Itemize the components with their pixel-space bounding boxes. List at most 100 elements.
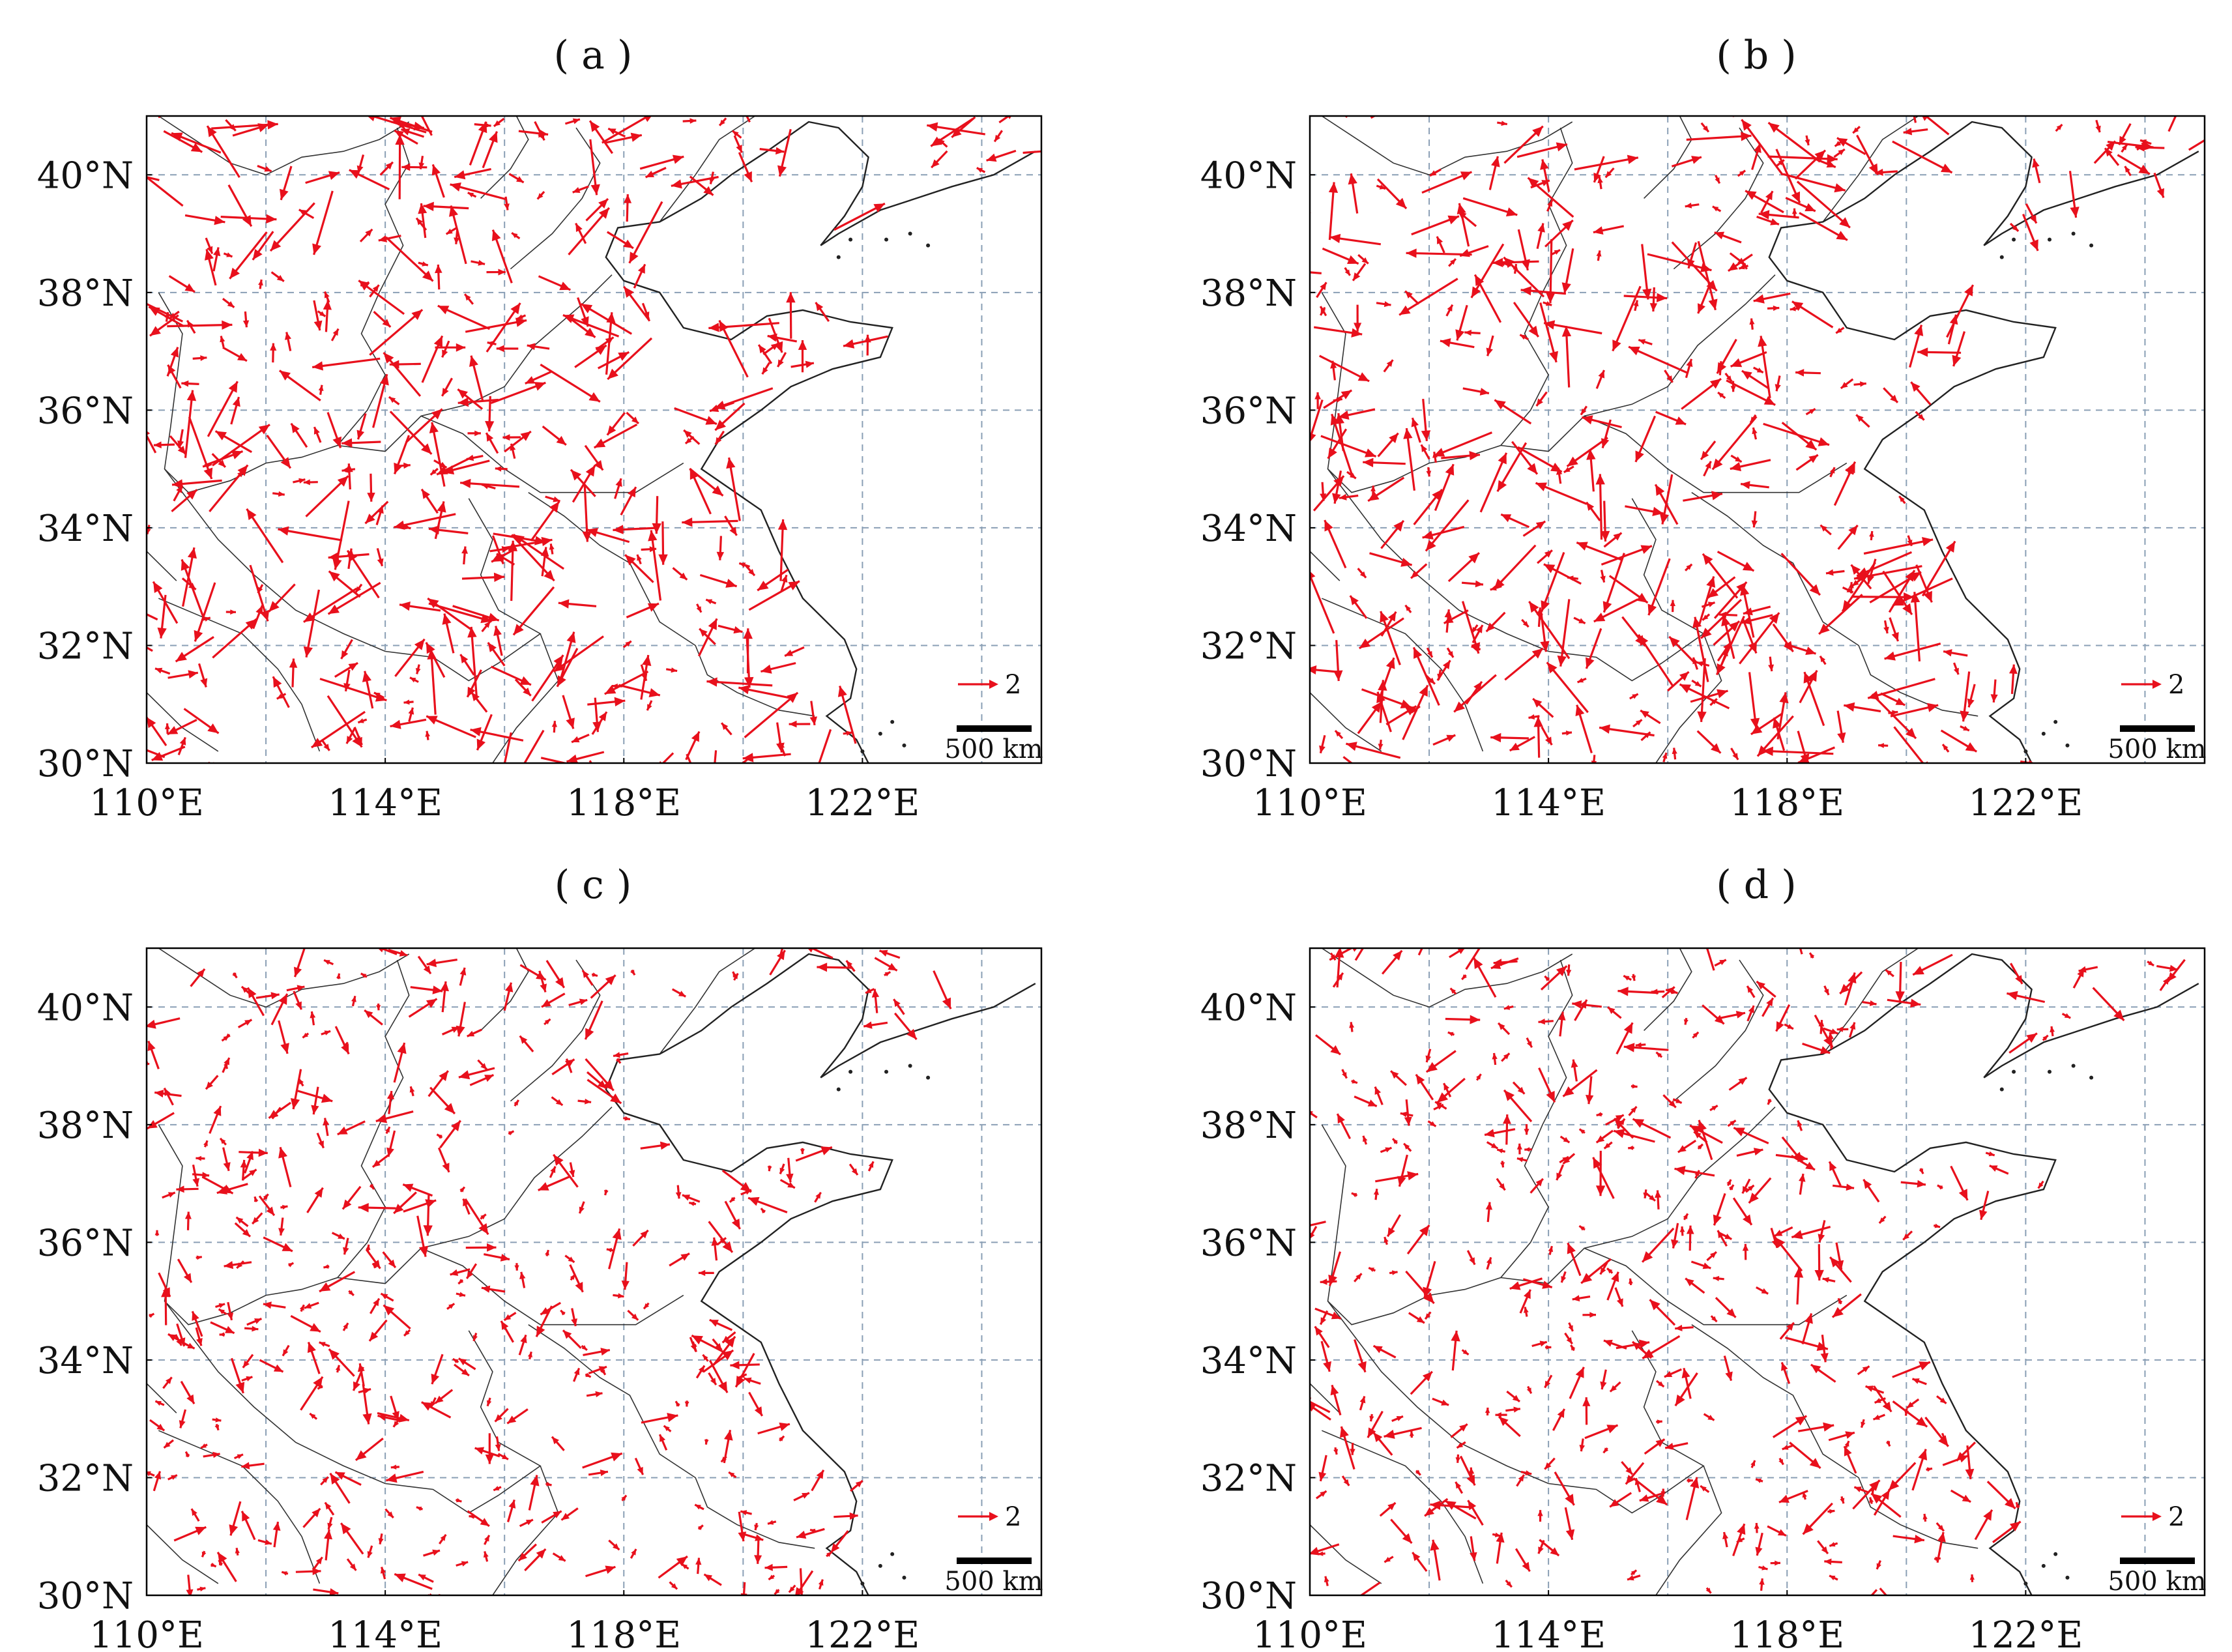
vector-head <box>307 1342 316 1354</box>
vector-head <box>410 677 416 683</box>
vector-head <box>1579 1129 1586 1134</box>
vector-head <box>310 1413 316 1419</box>
vector-head <box>767 333 777 342</box>
vector-head <box>342 1199 352 1210</box>
vector-head <box>1442 660 1451 669</box>
vector-head <box>605 1565 616 1574</box>
vector-head <box>137 609 146 616</box>
vector-head <box>1455 1457 1460 1463</box>
vector-head <box>1600 575 1606 583</box>
vector-head <box>1793 1267 1804 1278</box>
vector-head <box>631 416 639 424</box>
velocity-vector <box>470 626 478 697</box>
vector-head <box>550 1166 556 1174</box>
vector-head <box>422 261 428 267</box>
vector-head <box>1762 746 1773 756</box>
vector-head <box>738 685 750 695</box>
velocity-vector <box>1647 253 1712 272</box>
vector-head <box>697 1525 703 1531</box>
vector-head <box>729 527 737 536</box>
vector-head <box>1905 727 1917 739</box>
vector-head <box>523 688 531 696</box>
vector-head <box>1320 1491 1327 1497</box>
vector-head <box>2181 85 2190 97</box>
vector-head <box>1903 128 1913 136</box>
vector-head <box>1581 1273 1593 1284</box>
vector-head <box>154 1471 162 1480</box>
vector-head <box>1795 369 1804 377</box>
vector-head <box>606 1247 613 1253</box>
vector-head <box>270 343 277 351</box>
velocity-vector <box>1549 239 1553 304</box>
vector-head <box>1524 1129 1529 1135</box>
vector-head <box>1840 983 1850 994</box>
vector-head <box>1664 1370 1673 1377</box>
vector-head <box>1556 1172 1563 1180</box>
vector-head <box>1537 223 1545 233</box>
vector-head <box>1425 540 1436 551</box>
island <box>878 731 882 736</box>
vector-head <box>1873 1414 1880 1420</box>
vector-head <box>1400 1111 1407 1118</box>
velocity-vector <box>1767 155 1838 160</box>
vector-head <box>1462 1349 1469 1355</box>
vector-head <box>487 1400 492 1406</box>
vector-head <box>263 1301 272 1309</box>
vector-head <box>403 1183 414 1192</box>
vector-head <box>585 465 596 477</box>
vector-head <box>379 374 389 386</box>
vector-head <box>1822 1277 1829 1283</box>
vector-head <box>170 347 179 358</box>
velocity-vector <box>718 319 749 378</box>
vector-head <box>303 646 313 658</box>
coastline <box>1768 121 2199 763</box>
vector-head <box>733 626 743 634</box>
vector-head <box>1423 1292 1434 1304</box>
vector-head <box>563 1330 572 1339</box>
vector-head <box>435 1395 444 1404</box>
velocity-vector <box>746 116 751 123</box>
vector-head <box>2042 1035 2048 1041</box>
vector-head <box>487 613 499 622</box>
vector-head <box>1788 910 1797 921</box>
panel-title-b: ( b ) <box>1716 33 1796 78</box>
vector-head <box>1758 210 1770 220</box>
vector-head <box>200 355 207 361</box>
vector-head <box>328 571 340 582</box>
vector-head <box>1503 1005 1511 1010</box>
vector-head <box>1533 699 1543 708</box>
vector-head <box>1708 298 1718 310</box>
vector-head <box>2064 1013 2071 1019</box>
vector-head <box>1808 409 1816 414</box>
vector-head <box>425 731 430 737</box>
vector-head <box>798 340 807 350</box>
key-arrow-head <box>989 1512 998 1521</box>
vector-head <box>322 1477 328 1483</box>
vector-head <box>1422 1371 1432 1382</box>
vector-head <box>1397 1176 1406 1187</box>
vector-head <box>298 209 307 216</box>
vector-head <box>1611 1271 1619 1282</box>
vector-head <box>1770 218 1779 225</box>
vector-head <box>218 459 225 467</box>
province-border <box>1691 492 1978 717</box>
vector-head <box>1628 1145 1634 1150</box>
vector-head <box>1728 262 1739 271</box>
vector-head <box>695 1504 701 1510</box>
vector-head <box>1563 467 1571 472</box>
vector-head <box>512 233 518 239</box>
vector-head <box>1498 452 1507 465</box>
vector-head <box>1889 1599 1897 1608</box>
vector-head <box>461 1369 469 1376</box>
vector-head <box>605 337 614 345</box>
vector-head <box>431 409 442 420</box>
vector-head <box>302 1032 308 1038</box>
vector-head <box>748 569 755 576</box>
key-label: 2 <box>1005 1502 1021 1532</box>
vector-head <box>372 285 379 292</box>
vector-head <box>1520 286 1532 296</box>
vector-head <box>1335 731 1341 737</box>
vector-head <box>1310 433 1316 442</box>
island <box>926 243 931 248</box>
